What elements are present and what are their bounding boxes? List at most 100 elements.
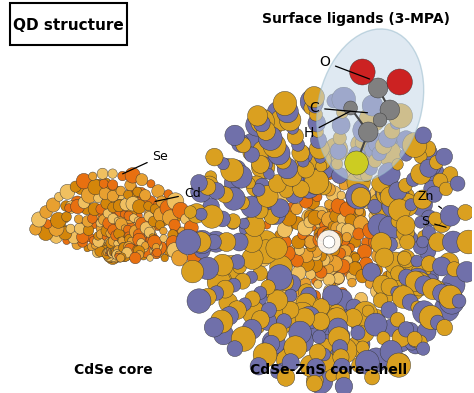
Circle shape	[357, 244, 372, 259]
Circle shape	[437, 320, 453, 336]
Circle shape	[320, 245, 332, 257]
Circle shape	[292, 144, 310, 162]
Circle shape	[252, 140, 277, 166]
Circle shape	[356, 269, 369, 283]
Circle shape	[99, 181, 109, 192]
Circle shape	[90, 237, 97, 244]
Circle shape	[267, 102, 288, 123]
Circle shape	[314, 280, 322, 288]
Circle shape	[351, 187, 371, 207]
Circle shape	[304, 294, 318, 308]
Circle shape	[430, 315, 445, 330]
Circle shape	[295, 154, 310, 169]
Circle shape	[401, 276, 425, 301]
Circle shape	[337, 288, 347, 298]
Circle shape	[70, 181, 81, 192]
Circle shape	[308, 243, 322, 257]
Circle shape	[391, 286, 402, 298]
Circle shape	[314, 238, 329, 253]
Circle shape	[337, 106, 348, 118]
Circle shape	[346, 244, 355, 252]
Circle shape	[285, 311, 302, 329]
Circle shape	[103, 250, 116, 263]
Circle shape	[282, 211, 297, 226]
Circle shape	[252, 155, 269, 173]
Circle shape	[207, 270, 231, 294]
Circle shape	[428, 212, 442, 226]
Circle shape	[304, 217, 315, 228]
Circle shape	[332, 272, 345, 285]
Circle shape	[353, 118, 376, 142]
Circle shape	[102, 238, 116, 252]
Circle shape	[118, 253, 126, 261]
Circle shape	[101, 198, 112, 209]
Circle shape	[151, 240, 162, 252]
Circle shape	[319, 239, 328, 248]
Circle shape	[297, 220, 313, 236]
Circle shape	[376, 285, 395, 304]
Circle shape	[88, 213, 97, 223]
Circle shape	[428, 233, 447, 252]
Circle shape	[280, 246, 295, 261]
Circle shape	[420, 159, 438, 177]
Circle shape	[325, 254, 333, 263]
Circle shape	[304, 170, 329, 195]
Circle shape	[347, 161, 359, 173]
Circle shape	[201, 205, 223, 228]
Circle shape	[341, 224, 355, 238]
Circle shape	[427, 186, 442, 202]
Circle shape	[224, 174, 241, 191]
Circle shape	[333, 358, 350, 376]
Circle shape	[43, 220, 52, 228]
Circle shape	[325, 238, 333, 247]
Circle shape	[298, 230, 307, 239]
Circle shape	[392, 158, 403, 170]
Circle shape	[436, 148, 453, 165]
Circle shape	[182, 260, 204, 283]
Circle shape	[294, 287, 306, 299]
Circle shape	[383, 237, 398, 252]
Circle shape	[331, 239, 341, 249]
Circle shape	[178, 227, 186, 235]
Circle shape	[287, 128, 303, 145]
Circle shape	[399, 321, 414, 337]
Circle shape	[144, 211, 154, 222]
Circle shape	[113, 251, 120, 258]
Circle shape	[264, 209, 279, 225]
Circle shape	[363, 223, 378, 239]
Circle shape	[326, 231, 335, 241]
Circle shape	[328, 221, 338, 231]
Circle shape	[120, 250, 131, 261]
Circle shape	[267, 264, 292, 290]
Circle shape	[119, 228, 129, 238]
Circle shape	[195, 208, 207, 220]
Circle shape	[355, 137, 366, 148]
Circle shape	[292, 138, 304, 151]
Circle shape	[292, 266, 306, 280]
Circle shape	[98, 209, 107, 219]
Circle shape	[108, 213, 118, 224]
Circle shape	[388, 104, 412, 128]
Circle shape	[337, 214, 347, 224]
Circle shape	[100, 246, 111, 257]
Circle shape	[99, 240, 114, 255]
Circle shape	[124, 190, 133, 200]
Circle shape	[327, 245, 335, 253]
Circle shape	[191, 230, 214, 254]
Circle shape	[88, 180, 103, 195]
Circle shape	[333, 243, 346, 255]
Circle shape	[146, 225, 155, 235]
Circle shape	[395, 193, 418, 217]
Circle shape	[269, 237, 279, 247]
Circle shape	[91, 234, 107, 250]
Circle shape	[109, 219, 124, 235]
Circle shape	[333, 349, 349, 365]
Circle shape	[146, 234, 159, 246]
Circle shape	[137, 229, 149, 241]
Circle shape	[348, 147, 365, 163]
Circle shape	[348, 252, 360, 263]
Circle shape	[120, 250, 130, 261]
Circle shape	[397, 250, 415, 268]
Circle shape	[250, 358, 267, 375]
Circle shape	[375, 220, 389, 234]
